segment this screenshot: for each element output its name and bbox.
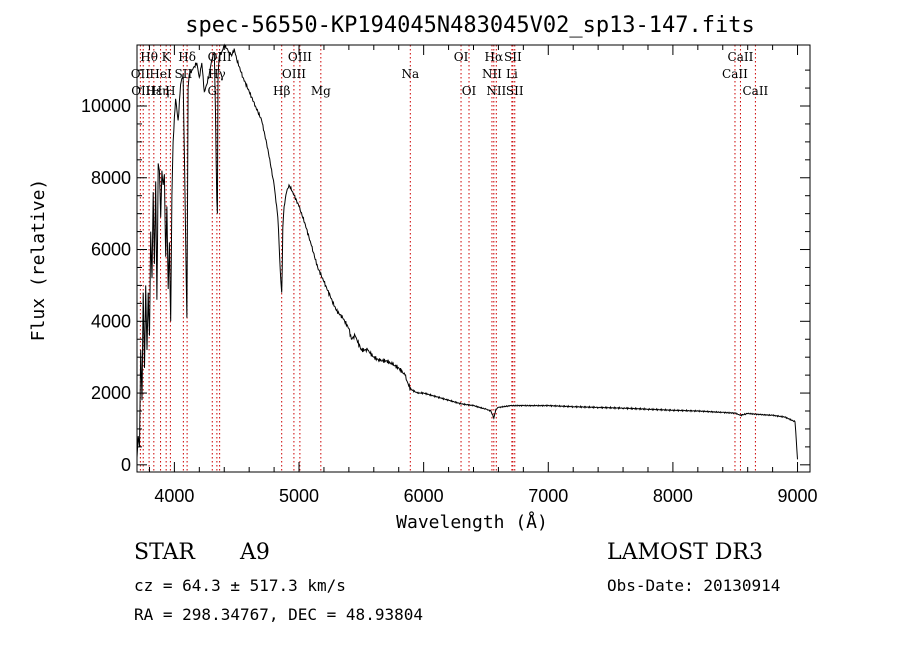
object-subclass: A9 <box>240 540 270 565</box>
y-tick-label: 6000 <box>91 240 131 260</box>
y-tick-label: 8000 <box>91 168 131 188</box>
line-label: Hη <box>152 84 170 98</box>
line-label: Mg <box>311 84 331 98</box>
x-tick-label: 5000 <box>279 486 319 506</box>
line-label: H <box>165 84 175 98</box>
x-tick-label: 7000 <box>528 486 568 506</box>
line-label: OII <box>131 67 151 81</box>
x-tick-label: 4000 <box>154 486 194 506</box>
x-tick-label: 9000 <box>778 486 818 506</box>
line-label: OI <box>462 84 477 98</box>
line-label: Na <box>401 67 419 81</box>
line-label: OIII <box>288 50 312 64</box>
x-tick-label: 8000 <box>653 486 693 506</box>
plot-frame <box>136 44 811 473</box>
spectrum-line <box>136 43 798 460</box>
line-label: Hθ <box>140 50 158 64</box>
line-label: SII <box>506 84 524 98</box>
line-label: NII <box>482 67 502 81</box>
line-label: Hβ <box>273 84 290 98</box>
emission-line-markers <box>139 45 756 472</box>
y-axis-label: Flux (relative) <box>28 179 49 342</box>
line-label: HeI <box>149 67 172 81</box>
y-tick-label: 10000 <box>81 96 131 116</box>
line-label: Li <box>506 67 518 81</box>
line-label: SII <box>504 50 522 64</box>
y-axis: 0 2000 4000 6000 8000 10000 <box>81 69 810 475</box>
y-tick-label: 2000 <box>91 383 131 403</box>
survey-name: LAMOST DR3 <box>607 540 763 565</box>
line-label: NII <box>486 84 506 98</box>
line-label: Hα <box>485 50 504 64</box>
y-tick-label: 0 <box>121 455 131 475</box>
line-label: Hδ <box>178 50 196 64</box>
chart-title: spec-56550-KP194045N483045V02_sp13-147.f… <box>185 13 755 38</box>
obs-date: Obs-Date: 20130914 <box>607 576 781 595</box>
line-label: Hγ <box>208 67 226 81</box>
line-label: OIII <box>282 67 306 81</box>
line-label: CaII <box>728 50 754 64</box>
x-axis-label: Wavelength (Å) <box>396 511 548 533</box>
line-label: K <box>162 50 172 64</box>
line-label: CaII <box>742 84 768 98</box>
line-label: G <box>207 84 217 98</box>
redshift-info: cz = 64.3 ± 517.3 km/s <box>134 576 346 595</box>
x-axis: 4000 5000 6000 7000 8000 9000 <box>148 45 818 506</box>
object-class: STAR <box>134 540 195 565</box>
y-tick-label: 4000 <box>91 311 131 331</box>
coordinates: RA = 298.34767, DEC = 48.93804 <box>134 605 423 624</box>
line-label: OI <box>454 50 469 64</box>
x-tick-label: 6000 <box>404 486 444 506</box>
line-label: Hε <box>145 84 162 98</box>
line-label: CaII <box>722 67 748 81</box>
